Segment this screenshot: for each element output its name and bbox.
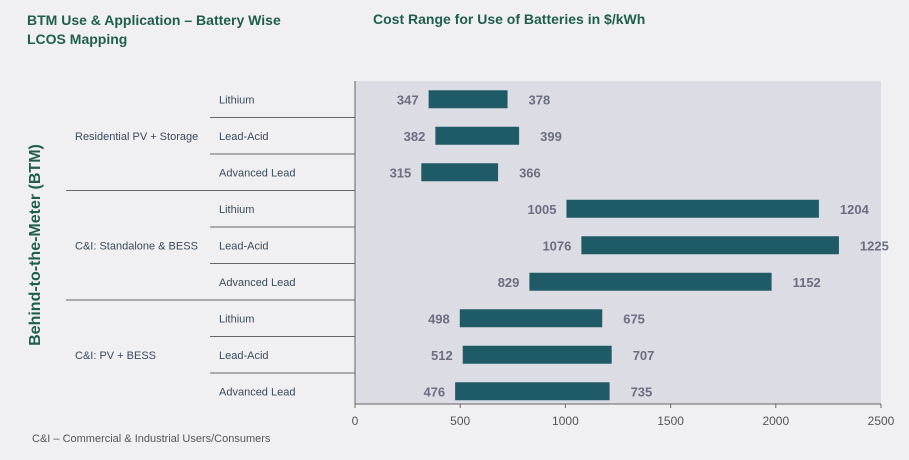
high-value-label: 1225 [860,238,889,253]
low-value-label: 382 [404,129,426,144]
high-value-label: 707 [633,348,655,363]
x-tick-label: 2500 [868,414,895,428]
page-title: BTM Use & Application – Battery Wise LCO… [27,11,281,49]
high-value-label: 735 [631,384,653,399]
row-label: Lithium [219,94,254,106]
page-title-line1: BTM Use & Application – Battery Wise [27,12,281,28]
high-value-label: 399 [540,129,562,144]
row-label: Advanced Lead [219,167,295,179]
x-tick-label: 0 [352,414,359,428]
low-value-label: 476 [423,384,445,399]
x-tick-label: 1500 [657,414,684,428]
range-bar [421,163,499,182]
row-label: Lithium [219,204,254,216]
footnote: C&I – Commercial & Industrial Users/Cons… [32,433,271,445]
row-label: Lead-Acid [219,350,269,362]
range-bar [435,126,520,145]
range-bar [459,309,603,328]
group-axis-label: Behind-to-the-Meter (BTM) [27,144,44,346]
row-label: Advanced Lead [219,386,295,398]
range-bar [581,236,839,255]
high-value-label: 1204 [840,202,870,217]
chart-title: Cost Range for Use of Batteries in $/kWh [373,11,646,27]
x-tick-label: 2000 [762,414,789,428]
range-bar [566,199,819,218]
low-value-label: 512 [431,348,453,363]
group-label: C&I: Standalone & BESS [75,240,198,252]
row-label: Advanced Lead [219,277,295,289]
row-label: Lithium [219,313,254,325]
row-label: Lead-Acid [219,131,269,143]
row-label: Lead-Acid [219,240,269,252]
low-value-label: 315 [390,165,412,180]
high-value-label: 366 [519,165,541,180]
group-label: Residential PV + Storage [75,131,198,143]
low-value-label: 829 [498,275,520,290]
high-value-label: 1152 [793,275,821,290]
low-value-label: 347 [397,92,419,107]
high-value-label: 675 [623,311,645,326]
low-value-label: 1005 [528,202,557,217]
x-tick-label: 1000 [552,414,579,428]
x-tick-label: 500 [450,414,470,428]
page-title-line2: LCOS Mapping [27,31,128,47]
high-value-label: 378 [529,92,551,107]
range-bar [455,382,610,401]
range-bar [428,90,508,109]
group-label: C&I: PV + BESS [75,350,156,362]
range-bar [462,345,612,364]
low-value-label: 498 [428,311,450,326]
range-bar [529,272,772,291]
low-value-label: 1076 [542,238,571,253]
